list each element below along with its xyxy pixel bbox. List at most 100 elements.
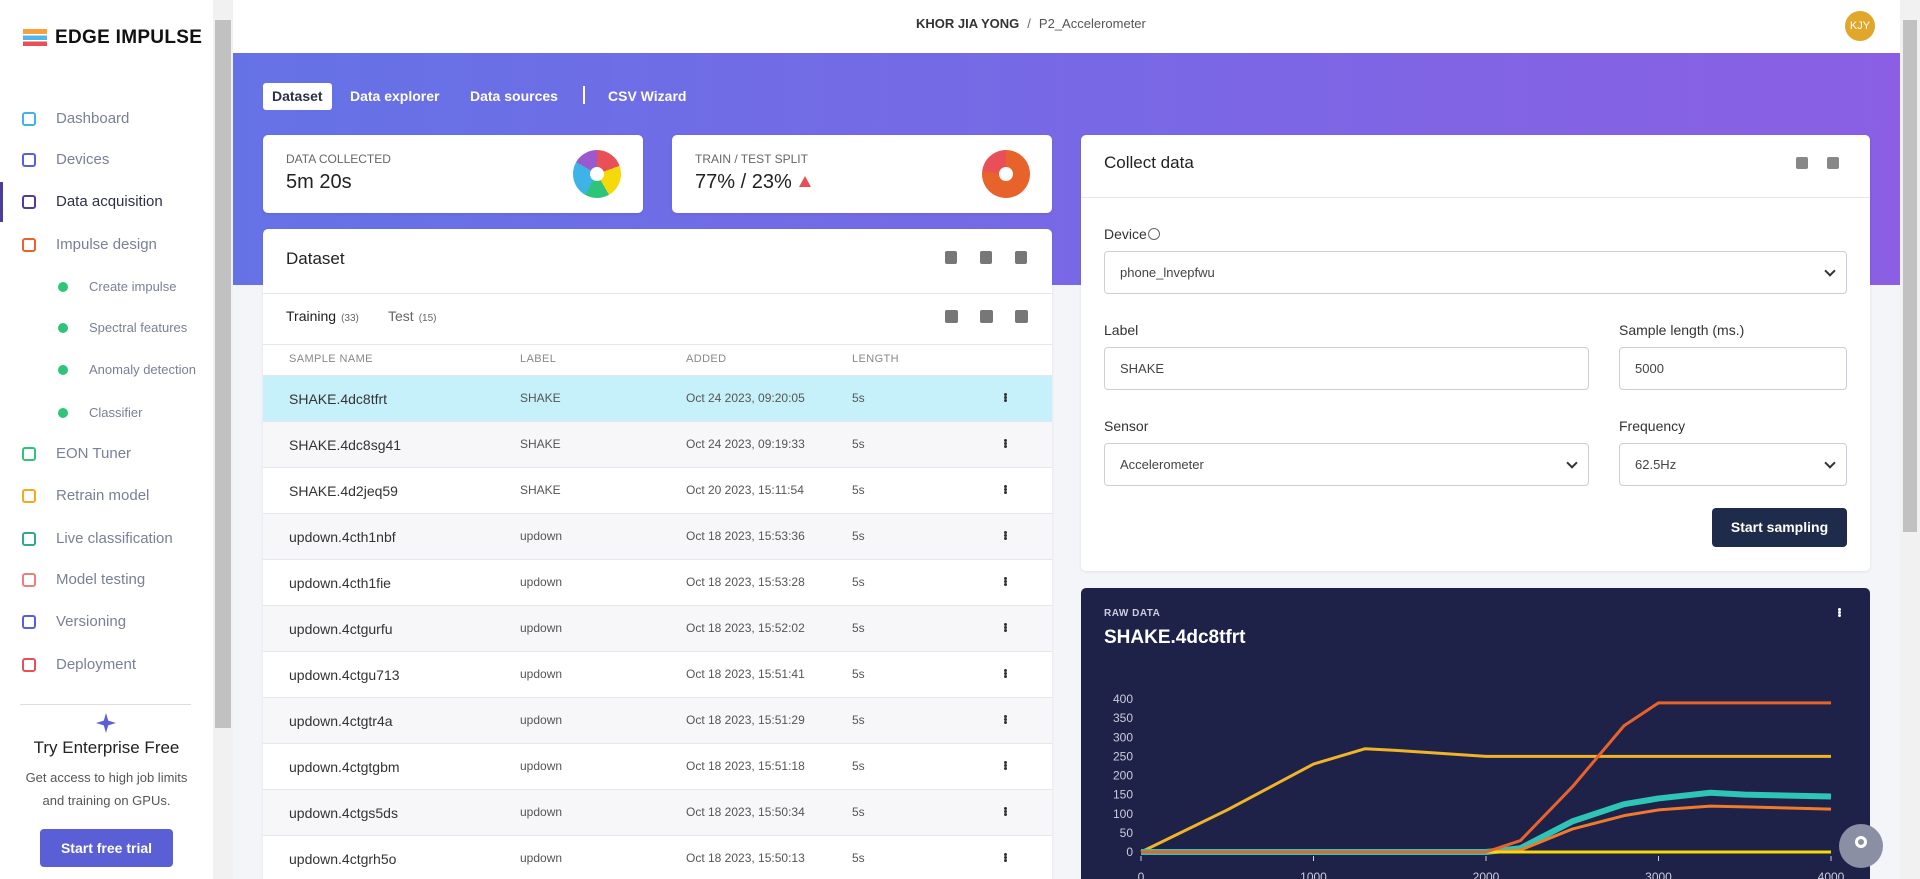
page-scrollbar[interactable] [1900, 0, 1920, 879]
card-menu-dot[interactable] [1838, 614, 1841, 617]
tab[interactable]: Dataset [263, 83, 332, 110]
filter-icon[interactable] [945, 310, 958, 323]
nav-item[interactable]: Live classification [56, 530, 173, 547]
row-menu-dot[interactable] [1004, 764, 1007, 767]
tab[interactable]: Data explorer [350, 88, 440, 104]
row-menu-dot[interactable] [1004, 718, 1007, 721]
nav-item[interactable]: Model testing [56, 571, 146, 588]
row-menu-dot[interactable] [1004, 445, 1007, 448]
sidebar-scrollbar[interactable] [213, 0, 233, 879]
select[interactable]: phone_lnvepfwu [1104, 251, 1847, 294]
row-menu-dot[interactable] [1004, 534, 1007, 537]
row-menu-dot[interactable] [1004, 807, 1007, 810]
promo-button[interactable]: Start free trial [40, 829, 173, 867]
row-menu-dot[interactable] [1004, 761, 1007, 764]
row-menu-dot[interactable] [1004, 859, 1007, 862]
user-name[interactable]: KHOR JIA YONG [916, 16, 1020, 31]
row-menu-dot[interactable] [1004, 583, 1007, 586]
nav-item[interactable]: Spectral features [89, 320, 188, 335]
select[interactable]: Accelerometer [1104, 443, 1589, 486]
row-menu-dot[interactable] [1004, 629, 1007, 632]
table-row[interactable]: updown.4ctgrh5o updown Oct 18 2023, 15:50:… [263, 835, 1052, 879]
row-menu-dot[interactable] [1004, 669, 1007, 672]
pie-hole [999, 167, 1013, 181]
raw-title: SHAKE.4dc8tfrt [1104, 627, 1246, 648]
card-menu-dot[interactable] [1838, 611, 1841, 614]
table-row[interactable]: SHAKE.4d2jeq59 SHAKE Oct 20 2023, 15:11:54… [263, 467, 1052, 513]
row-menu-dot[interactable] [1004, 675, 1007, 678]
collect-icon[interactable] [1796, 157, 1808, 169]
row-menu-dot[interactable] [1004, 672, 1007, 675]
nav-item[interactable]: Deployment [56, 656, 137, 673]
nav-item[interactable]: Dashboard [56, 110, 130, 127]
row-menu-dot[interactable] [1004, 537, 1007, 540]
tab-name: Test [388, 308, 414, 324]
card-menu-dot[interactable] [1838, 608, 1841, 611]
dataset-tab[interactable]: Test (15) [388, 308, 436, 324]
filter-icon[interactable] [1015, 310, 1028, 323]
row-menu-dot[interactable] [1004, 856, 1007, 859]
nav-item[interactable]: Data acquisition [56, 193, 163, 210]
row-menu-dot[interactable] [1004, 715, 1007, 718]
nav-item[interactable]: Anomaly detection [89, 362, 196, 377]
table-row[interactable]: updown.4cth1nbf updown Oct 18 2023, 15:53:… [263, 513, 1052, 559]
table-row[interactable]: SHAKE.4dc8sg41 SHAKE Oct 24 2023, 09:19:33… [263, 421, 1052, 467]
table-row[interactable]: updown.4cth1fie updown Oct 18 2023, 15:53:… [263, 559, 1052, 605]
x-tick-label: 0 [1138, 870, 1145, 879]
tab[interactable]: CSV Wizard [608, 88, 687, 104]
nav-icon [22, 238, 36, 252]
table-row[interactable]: updown.4ctgs5ds updown Oct 18 2023, 15:50:… [263, 789, 1052, 835]
table-cell: Oct 18 2023, 15:51:18 [686, 759, 805, 773]
row-menu-dot[interactable] [1004, 396, 1007, 399]
row-menu-dot[interactable] [1004, 810, 1007, 813]
row-menu-dot[interactable] [1004, 393, 1007, 396]
table-cell: updown [520, 759, 563, 773]
row-menu-dot[interactable] [1004, 485, 1007, 488]
toolbar-icon[interactable] [1015, 251, 1027, 264]
table-row[interactable]: updown.4ctgurfu updown Oct 18 2023, 15:52:… [263, 605, 1052, 651]
tab[interactable]: Data sources [470, 88, 558, 104]
nav-item[interactable]: EON Tuner [56, 445, 132, 462]
table-row[interactable]: updown.4ctgu713 updown Oct 18 2023, 15:51:… [263, 651, 1052, 697]
field-label: Device [1104, 226, 1147, 242]
row-menu-dot[interactable] [1004, 813, 1007, 816]
row-menu-dot[interactable] [1004, 531, 1007, 534]
row-menu-dot[interactable] [1004, 491, 1007, 494]
row-menu-dot[interactable] [1004, 623, 1007, 626]
nav-item[interactable]: Retrain model [56, 487, 150, 504]
toolbar-icon[interactable] [980, 251, 992, 264]
table-row[interactable]: updown.4ctgtgbm updown Oct 18 2023, 15:51:… [263, 743, 1052, 789]
promo-divider [20, 704, 191, 705]
table-row[interactable]: SHAKE.4dc8tfrt SHAKE Oct 24 2023, 09:20:05… [263, 375, 1052, 421]
avatar[interactable]: KJY [1845, 11, 1875, 41]
project-name[interactable]: P2_Accelerometer [1038, 16, 1146, 31]
collect-icon[interactable] [1827, 157, 1839, 169]
table-cell: SHAKE [520, 483, 561, 497]
input[interactable]: SHAKE [1104, 347, 1589, 390]
input[interactable]: 5000 [1619, 347, 1847, 390]
nav-item[interactable]: Impulse design [56, 236, 157, 253]
nav-item[interactable]: Versioning [56, 613, 127, 630]
table-cell: updown [520, 805, 563, 819]
toolbar-icon[interactable] [945, 251, 957, 264]
dataset-tab[interactable]: Training (33) [286, 308, 359, 324]
start-sampling[interactable]: Start sampling [1712, 508, 1847, 547]
row-menu-dot[interactable] [1004, 399, 1007, 402]
table-cell: SHAKE.4dc8sg41 [289, 437, 402, 453]
filter-icon[interactable] [980, 310, 993, 323]
row-menu-dot[interactable] [1004, 580, 1007, 583]
row-menu-dot[interactable] [1004, 439, 1007, 442]
table-row[interactable]: updown.4ctgtr4a updown Oct 18 2023, 15:51:… [263, 697, 1052, 743]
row-menu-dot[interactable] [1004, 442, 1007, 445]
row-menu-dot[interactable] [1004, 853, 1007, 856]
row-menu-dot[interactable] [1004, 488, 1007, 491]
row-menu-dot[interactable] [1004, 626, 1007, 629]
row-menu-dot[interactable] [1004, 721, 1007, 724]
nav-item[interactable]: Devices [56, 151, 110, 168]
stat-label: TRAIN / TEST SPLIT [695, 152, 808, 166]
row-menu-dot[interactable] [1004, 577, 1007, 580]
select[interactable]: 62.5Hz [1619, 443, 1847, 486]
row-menu-dot[interactable] [1004, 767, 1007, 770]
nav-item[interactable]: Create impulse [89, 279, 177, 294]
nav-item[interactable]: Classifier [89, 405, 143, 420]
